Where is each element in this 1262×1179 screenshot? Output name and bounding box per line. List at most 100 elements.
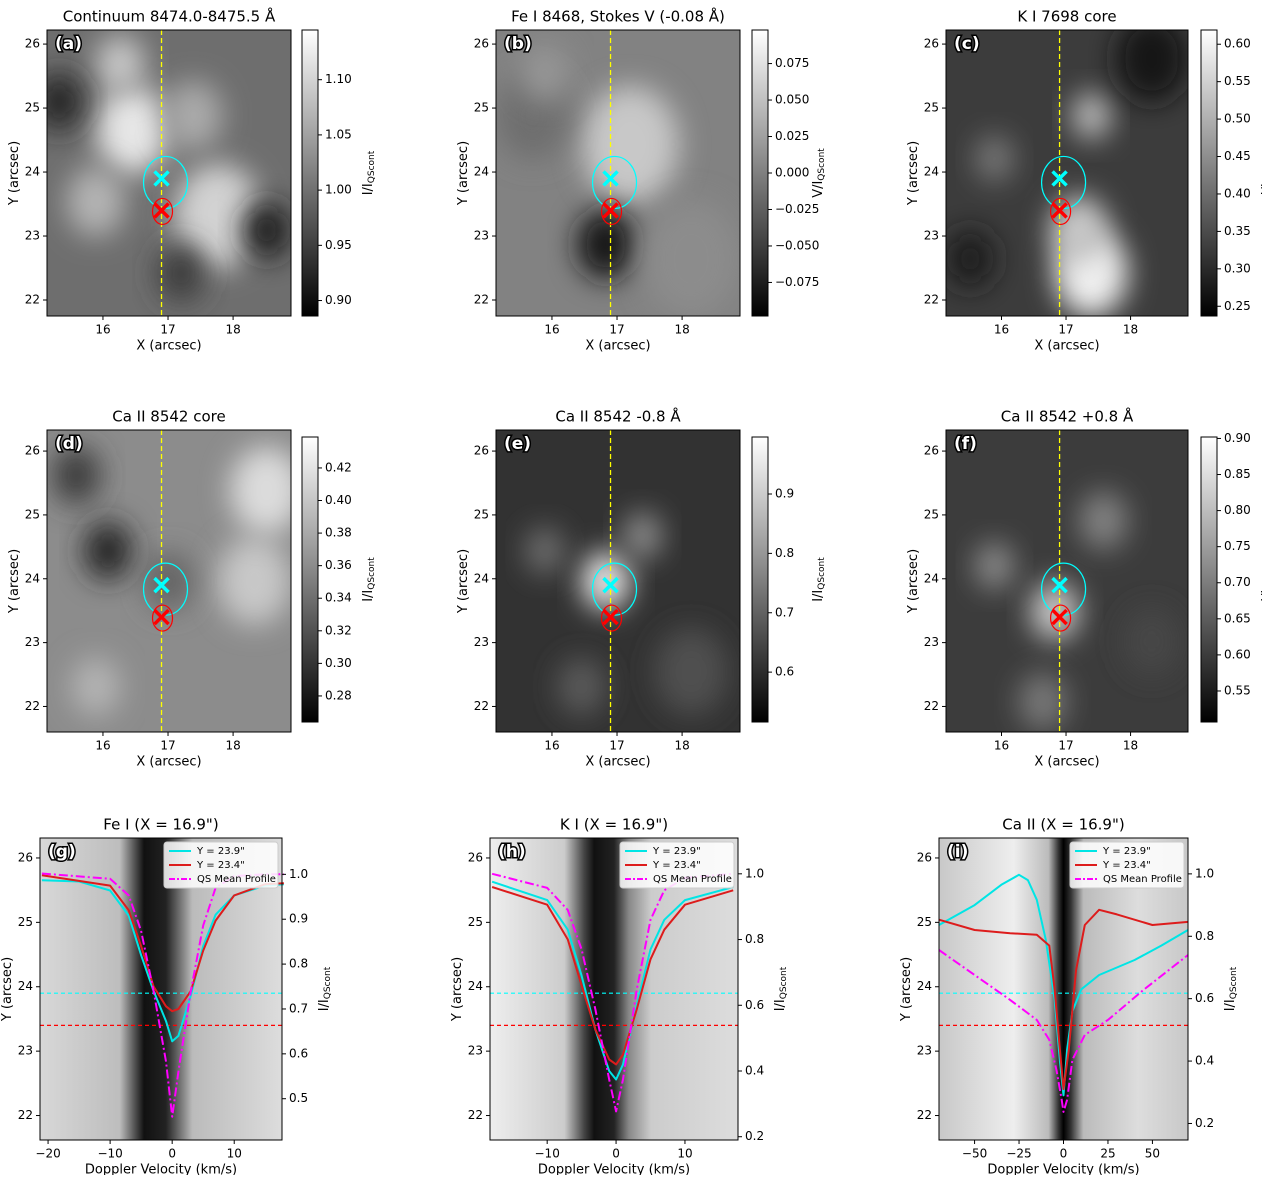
colorbar-label: I/IQScont [811,557,827,602]
x-tick-label: 16 [994,739,1009,753]
image-feature [1115,15,1188,102]
y-tick-label: 22 [474,699,489,713]
colorbar-tick-label: 0.9 [775,487,794,501]
colorbar-tick-label: 0.85 [1224,467,1251,481]
y-tick-label: 25 [468,915,483,929]
chart-title: K I (X = 16.9") [560,816,668,834]
y-tick-label: 25 [924,507,939,521]
colorbar-tick-label: 0.75 [1224,539,1251,553]
image-feature [577,209,636,279]
y2-axis-label: I/IQScont [773,966,789,1011]
x-axis-label: X (arcsec) [136,755,201,770]
x-tick-label: −50 [962,1147,987,1161]
y2-axis-label-text: I/I [1223,999,1238,1011]
image-feature [642,200,740,317]
colorbar [302,437,318,722]
y2-tick-label: 1.0 [289,867,308,881]
y-tick-label: 23 [917,1044,932,1058]
image-feature [525,527,564,574]
y-axis-label: Y (arcsec) [906,141,921,206]
y-tick-label: 26 [917,850,932,864]
y-tick-label: 24 [474,571,489,585]
colorbar-tick-label: 0.34 [325,591,352,605]
y2-tick-label: 0.4 [745,1063,764,1077]
colorbar-label-text: V/I [811,181,826,198]
legend-label: Y = 23.4" [652,860,701,871]
y-axis-label: Y (arcsec) [456,549,471,614]
x-tick-label: 17 [160,323,175,337]
x-axis-label: X (arcsec) [136,339,201,354]
y2-tick-label: 1.0 [1195,866,1214,880]
y-tick-label: 25 [917,915,932,929]
colorbar-label-subscript: QScont [367,557,377,590]
x-axis-label: X (arcsec) [585,339,650,354]
chart-title: Ca II 8542 -0.8 Å [555,407,681,426]
colorbar-tick-label: 0.50 [1224,112,1251,126]
y2-tick-label: 0.6 [289,1046,308,1060]
colorbar-tick-label: −0.075 [775,275,819,289]
y2-tick-label: 1.0 [745,866,764,880]
colorbar-tick-label: 0.45 [1224,149,1251,163]
image-feature [1123,607,1181,677]
image [35,30,291,316]
y2-tick-label: 0.5 [289,1091,308,1105]
x-tick-label: 17 [1058,323,1073,337]
y-tick-label: 24 [924,571,939,585]
y2-tick-label: 0.6 [1195,991,1214,1005]
y-tick-label: 24 [924,165,939,179]
x-tick-label: 18 [225,739,240,753]
colorbar-tick-label: 0.000 [775,166,809,180]
y-tick-label: 25 [474,101,489,115]
image-feature [157,244,206,303]
panel-label: (d) [55,434,83,454]
y-tick-label: 25 [25,101,40,115]
image-feature [946,230,994,288]
y-tick-label: 23 [25,229,40,243]
legend-label: Y = 23.9" [652,846,701,857]
image-feature [35,72,84,131]
y-axis-label: Y (arcsec) [456,141,471,206]
colorbar-tick-label: 0.90 [325,293,352,307]
y2-axis-label: I/IQScont [1223,966,1239,1011]
image-feature [975,543,1014,589]
y-axis-label-text: Y (arcsec) [456,141,471,206]
colorbar-tick-label: 0.30 [1224,261,1251,275]
colorbar-tick-label: 0.35 [1224,224,1251,238]
y2-axis-label: I/IQScont [317,966,333,1011]
x-tick-label: 16 [95,323,110,337]
colorbar-label-subscript: QScont [367,150,377,183]
colorbar-tick-label: 0.90 [1224,431,1251,445]
colorbar-tick-label: 0.55 [1224,74,1251,88]
image-feature [581,86,679,203]
chart-title: K I 7698 core [1017,8,1116,26]
y2-axis-label-subscript: QScont [1229,966,1239,999]
colorbar-tick-label: −0.025 [775,202,819,216]
image-feature [242,201,291,260]
y-axis-label: Y (arcsec) [906,549,921,614]
colorbar-label-subscript: QScont [817,148,827,181]
colorbar-label-text: I/I [811,590,826,602]
y-tick-label: 22 [924,293,939,307]
image [496,430,740,732]
x-tick-label: 25 [1100,1147,1115,1161]
y-axis-label: Y (arcsec) [7,141,22,206]
colorbar-tick-label: 0.65 [1224,611,1251,625]
x-tick-label: 16 [544,739,559,753]
x-tick-label: 17 [609,739,624,753]
y-axis-label-text: Y (arcsec) [0,957,15,1022]
colorbar-tick-label: 0.050 [775,93,809,107]
x-tick-label: 16 [544,323,559,337]
colorbar-tick-label: 0.40 [1224,186,1251,200]
y-tick-label: 24 [18,979,33,993]
legend: Y = 23.9"Y = 23.4"QS Mean Profile [620,842,734,888]
image-feature [84,522,133,581]
colorbar-label-subscript: QScont [817,557,827,590]
legend-label: QS Mean Profile [1103,874,1182,885]
y2-tick-label: 0.8 [289,957,308,971]
colorbar-tick-label: 0.28 [325,688,352,702]
image [47,430,303,732]
colorbar [1201,437,1217,722]
legend-label: QS Mean Profile [197,874,276,885]
colorbar [302,30,318,316]
